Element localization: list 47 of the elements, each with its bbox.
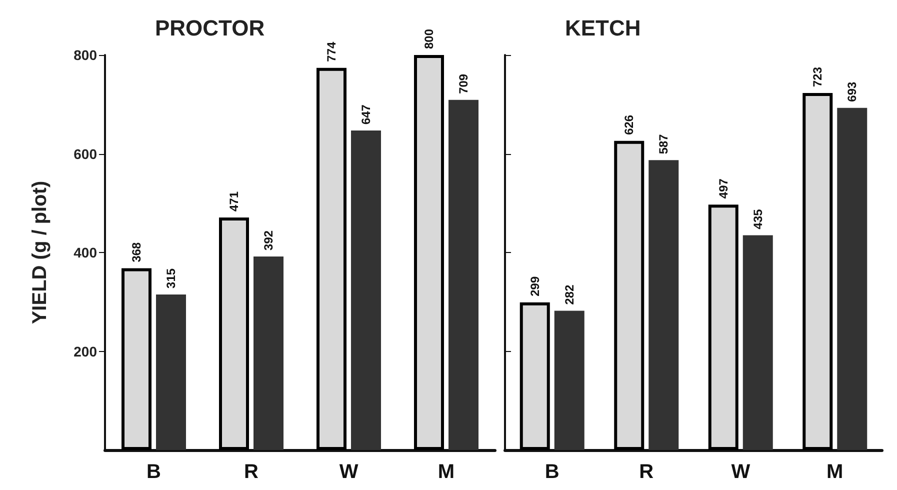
data-label: 299 — [528, 276, 542, 296]
chart-title: KETCH — [565, 16, 641, 40]
data-label: 368 — [130, 242, 144, 262]
bar — [122, 268, 152, 450]
data-label: 774 — [324, 41, 338, 62]
data-label: 497 — [716, 178, 730, 199]
y-tick-label: 600 — [74, 146, 98, 162]
y-tick-label: 400 — [74, 244, 98, 260]
bar — [708, 204, 738, 450]
bar — [316, 68, 346, 450]
bar — [414, 55, 444, 450]
bar — [837, 108, 868, 450]
x-tick-label: W — [731, 461, 750, 483]
x-tick-label: M — [438, 461, 455, 483]
data-label: 723 — [810, 66, 825, 88]
bar — [520, 302, 550, 450]
bar — [219, 217, 249, 450]
bar — [554, 310, 584, 450]
bar — [448, 100, 478, 450]
data-label: 709 — [456, 74, 470, 94]
data-label: 626 — [622, 114, 636, 135]
data-label: 800 — [422, 28, 436, 49]
x-tick-label: M — [826, 461, 844, 483]
data-label: 471 — [227, 191, 241, 212]
bar — [156, 294, 186, 450]
bar — [802, 93, 833, 450]
bar — [648, 160, 679, 450]
data-label: 315 — [164, 268, 178, 288]
bar — [614, 140, 644, 450]
data-label: 647 — [359, 104, 373, 125]
y-tick-label: 800 — [74, 47, 98, 63]
x-tick-label: R — [244, 461, 260, 483]
data-label: 587 — [656, 134, 671, 154]
y-axis-title: YIELD (g / plot) — [29, 180, 51, 324]
bar — [742, 235, 773, 450]
x-tick-label: B — [146, 461, 161, 483]
x-tick-label: W — [339, 461, 358, 483]
data-label: 693 — [845, 81, 860, 102]
data-label: 435 — [750, 208, 765, 230]
bar — [351, 130, 381, 450]
data-label: 392 — [262, 230, 276, 250]
y-tick-label: 200 — [74, 343, 98, 360]
data-label: 282 — [562, 284, 576, 305]
chart-title: PROCTOR — [155, 16, 265, 40]
x-tick-label: B — [544, 461, 560, 483]
bar — [254, 256, 284, 450]
x-tick-label: R — [639, 461, 654, 483]
